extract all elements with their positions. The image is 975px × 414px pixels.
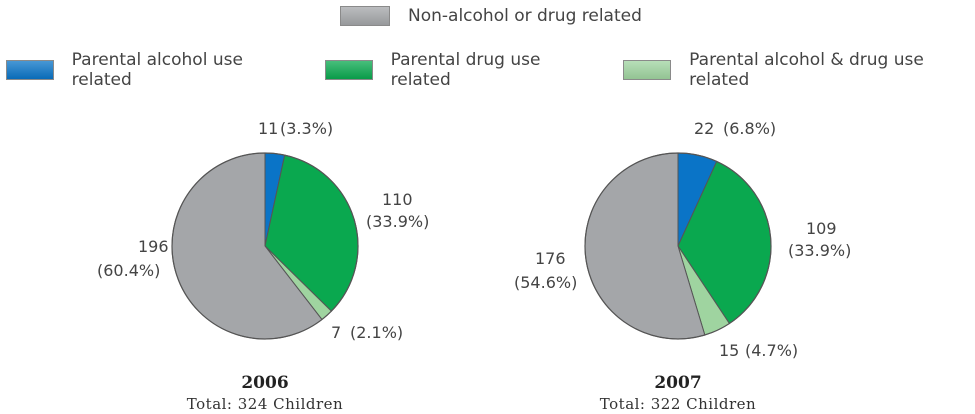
label-2006-drug: 110 xyxy=(382,190,413,209)
legend-swatch-alcohol-drug xyxy=(623,60,672,80)
label-2007-both-pct: (4.7%) xyxy=(745,341,798,360)
label-2006-non: 196 xyxy=(138,237,169,256)
label-2006-both: 7 xyxy=(331,323,341,342)
pie-outline-2006 xyxy=(171,152,359,340)
legend-bottom: Parental alcohol use related Parental dr… xyxy=(6,50,975,90)
label-2007-non: 176 xyxy=(535,249,566,268)
legend-label-non-alcohol: Non-alcohol or drug related xyxy=(408,6,642,26)
pie-outline-2007 xyxy=(584,152,772,340)
label-2007-non-pct: (54.6%) xyxy=(514,273,577,292)
legend-item-non-alcohol: Non-alcohol or drug related xyxy=(340,6,642,26)
label-2006-alcohol: 11 xyxy=(258,119,278,138)
chart-2006-title: 2006 xyxy=(241,373,288,393)
pie-chart-2007 xyxy=(584,152,772,340)
legend-item-drug: Parental drug use related xyxy=(324,50,596,90)
legend-label-drug: Parental drug use related xyxy=(390,50,541,90)
chart-2007-title: 2007 xyxy=(654,373,701,393)
label-2007-alcohol-pct: (6.8%) xyxy=(723,119,776,138)
chart-2006-subtitle: Total: 324 Children xyxy=(187,395,343,413)
chart-2007-subtitle: Total: 322 Children xyxy=(600,395,756,413)
legend-top: Non-alcohol or drug related xyxy=(340,6,642,26)
legend-swatch-non-alcohol xyxy=(340,6,390,26)
label-2006-alcohol-pct: (3.3%) xyxy=(280,119,333,138)
label-2006-non-pct: (60.4%) xyxy=(97,261,160,280)
legend-swatch-alcohol xyxy=(6,60,54,80)
label-2006-drug-pct: (33.9%) xyxy=(366,212,429,231)
legend-item-alcohol: Parental alcohol use related xyxy=(6,50,297,90)
label-2007-drug: 109 xyxy=(806,219,837,238)
label-2007-drug-pct: (33.9%) xyxy=(788,241,851,260)
label-2007-alcohol: 22 xyxy=(694,119,714,138)
legend-item-alcohol-drug: Parental alcohol & drug use related xyxy=(623,50,975,90)
label-2007-both: 15 xyxy=(719,341,739,360)
legend-label-alcohol: Parental alcohol use related xyxy=(71,50,243,90)
label-2006-both-pct: (2.1%) xyxy=(350,323,403,342)
legend-label-alcohol-drug: Parental alcohol & drug use related xyxy=(689,50,924,90)
legend-swatch-drug xyxy=(324,60,373,80)
pie-chart-2006 xyxy=(171,152,359,340)
